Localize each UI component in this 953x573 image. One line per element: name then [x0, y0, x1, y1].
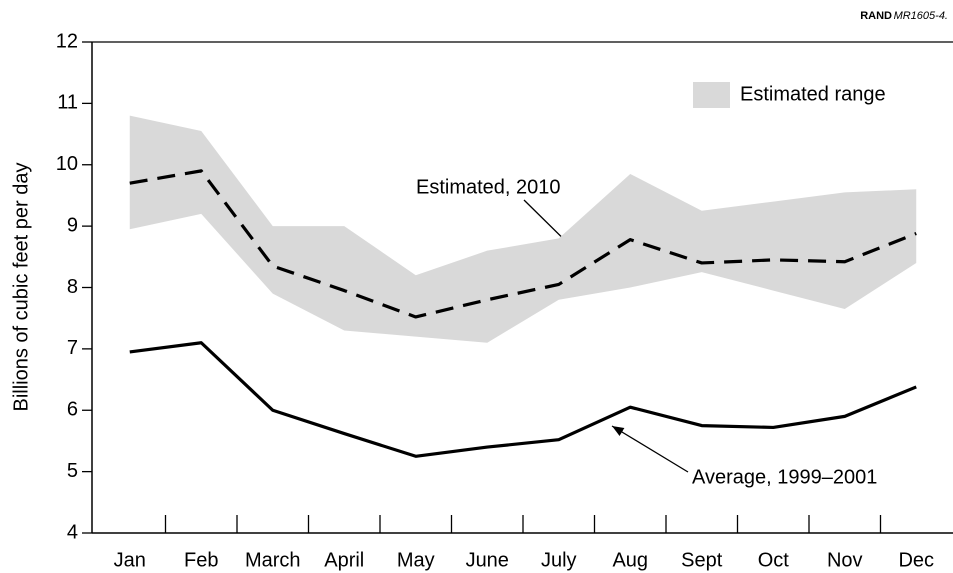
source-id: MR1605-4. — [894, 10, 948, 22]
y-tick-label: 8 — [67, 276, 78, 298]
x-tick-label: May — [397, 549, 435, 571]
series-line — [129, 169, 917, 319]
x-tick-label: July — [541, 549, 577, 571]
y-tick-label: 5 — [67, 460, 78, 482]
x-tick-label: Oct — [758, 549, 790, 571]
y-tick-label: 10 — [56, 153, 78, 175]
annotation-arrow — [611, 425, 689, 473]
legend-label: Estimated range — [740, 83, 886, 105]
y-tick-label: 9 — [67, 214, 78, 236]
annotation-label: Average, 1999–2001 — [692, 466, 877, 488]
source-org: RAND — [860, 10, 892, 22]
x-tick-label: April — [324, 549, 364, 571]
y-tick-label: 12 — [56, 30, 78, 52]
x-tick-label: Sept — [681, 549, 723, 571]
annotation-label: Estimated, 2010 — [416, 176, 561, 198]
y-axis-label: Billions of cubic feet per day — [10, 162, 32, 411]
x-tick-label: Dec — [898, 549, 934, 571]
y-tick-label: 7 — [67, 337, 78, 359]
x-tick-label: Aug — [612, 549, 648, 571]
legend-swatch — [693, 82, 730, 108]
y-tick-label: 4 — [67, 521, 78, 543]
x-tick-label: Nov — [827, 549, 863, 571]
x-tick-label: March — [245, 549, 301, 571]
y-tick-label: 6 — [67, 399, 78, 421]
series-line — [129, 341, 917, 458]
range-area — [129, 115, 917, 343]
x-tick-label: June — [466, 549, 509, 571]
y-tick-label: 11 — [57, 92, 78, 114]
x-tick-label: Jan — [114, 549, 146, 571]
x-tick-label: Feb — [184, 549, 218, 571]
